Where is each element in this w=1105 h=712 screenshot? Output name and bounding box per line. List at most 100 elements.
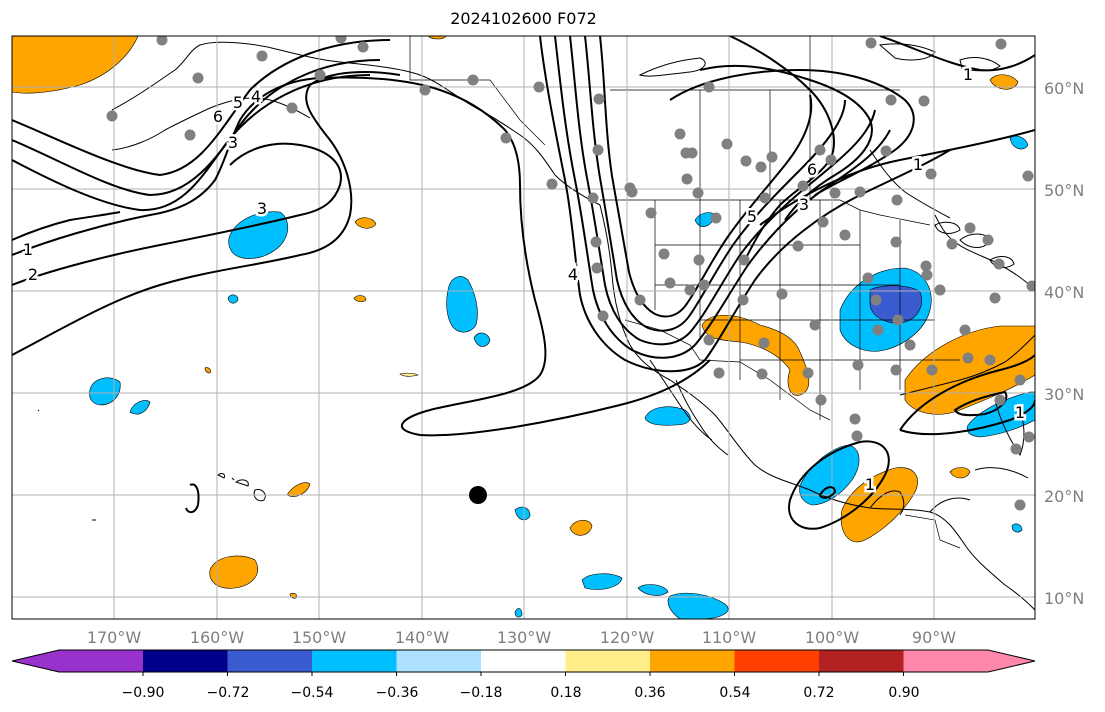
lon-label: 110°W xyxy=(702,628,757,647)
positive-anomaly-area xyxy=(399,372,419,377)
colorbar-outline xyxy=(11,649,1036,673)
longitude-labels: 170°W 160°W 150°W 140°W 130°W 120°W 110°… xyxy=(87,628,956,647)
station-markers xyxy=(106,36,1035,511)
station-dot xyxy=(156,36,168,46)
station-dot xyxy=(851,430,863,442)
colorbar-segment xyxy=(819,650,904,672)
colorbar-segment xyxy=(143,650,228,672)
contours xyxy=(12,36,1035,530)
station-dot xyxy=(692,187,704,199)
station-dot xyxy=(904,339,916,351)
station-dot xyxy=(1026,280,1035,292)
colorbar-extend-max xyxy=(988,650,1035,672)
contour-label: 3 xyxy=(228,133,238,152)
station-dot xyxy=(959,324,971,336)
map-title: 2024102600 F072 xyxy=(450,9,597,28)
colorbar-tick-label: 0.54 xyxy=(719,685,750,701)
station-dot xyxy=(756,368,768,380)
station-dot xyxy=(890,364,902,376)
station-dot xyxy=(885,94,897,106)
station-dot xyxy=(634,294,646,306)
station-dot xyxy=(721,138,733,150)
station-dot xyxy=(809,319,821,331)
contour-line xyxy=(818,486,837,499)
station-dot xyxy=(533,81,545,93)
contour-label: 1 xyxy=(1015,403,1025,422)
contour-label: 6 xyxy=(213,107,223,126)
station-dot xyxy=(597,310,609,322)
station-dot xyxy=(890,236,902,248)
lon-label: 140°W xyxy=(395,628,450,647)
contour-line xyxy=(899,354,1035,431)
negative-anomaly-area xyxy=(228,211,288,259)
colorbar-tick-label: 0.90 xyxy=(888,685,919,701)
station-dot xyxy=(797,180,809,192)
contour-label: 1 xyxy=(23,240,33,259)
station-dot xyxy=(814,144,826,156)
contour-label: 1 xyxy=(865,475,875,494)
colorbar-tick-label: −0.54 xyxy=(291,685,334,701)
negative-anomaly-area xyxy=(799,444,860,506)
lat-label: 50°N xyxy=(1044,181,1084,200)
contour-label: 5 xyxy=(233,93,243,112)
contour-line xyxy=(185,483,200,514)
station-dot xyxy=(664,277,676,289)
station-dot xyxy=(755,161,767,173)
station-dot xyxy=(984,354,996,366)
positive-anomaly-area xyxy=(569,519,593,536)
positive-anomaly-area xyxy=(12,36,139,94)
negative-anomaly-area xyxy=(667,592,729,619)
negative-anomaly-area xyxy=(89,377,121,406)
station-dot xyxy=(693,254,705,266)
station-dot xyxy=(989,292,1001,304)
station-dot xyxy=(184,129,196,141)
lon-label: 150°W xyxy=(292,628,347,647)
station-dot xyxy=(710,212,722,224)
colorbar-segment xyxy=(650,650,735,672)
anomaly-shading xyxy=(12,36,1035,619)
station-dot xyxy=(839,229,851,241)
center-marker xyxy=(469,486,487,504)
positive-anomaly-area xyxy=(353,295,367,303)
contour-label: 1 xyxy=(913,155,923,174)
contour-label: 1 xyxy=(963,65,973,84)
station-dot xyxy=(467,74,479,86)
station-dot xyxy=(684,284,696,296)
contour-line xyxy=(669,68,915,196)
contour-line xyxy=(12,211,121,241)
lon-label: 170°W xyxy=(87,628,142,647)
map-frame xyxy=(11,35,1036,620)
negative-anomaly-area xyxy=(869,285,922,324)
contour-label: 5 xyxy=(747,207,757,226)
station-dot xyxy=(314,69,326,81)
contour-line xyxy=(539,36,951,373)
station-dot xyxy=(740,155,752,167)
contour-line xyxy=(12,76,711,437)
positive-anomaly-area xyxy=(840,467,918,543)
positive-anomaly-area xyxy=(204,367,211,374)
station-dot xyxy=(357,41,369,53)
contour-label: 4 xyxy=(251,87,261,106)
lon-label: 120°W xyxy=(600,628,655,647)
station-dot xyxy=(925,168,937,180)
station-dot xyxy=(964,222,976,234)
negative-anomaly-area xyxy=(581,573,623,590)
positive-anomaly-area xyxy=(354,217,377,229)
negative-anomaly-area xyxy=(644,406,691,426)
station-dot xyxy=(681,173,693,185)
station-dot xyxy=(738,254,750,266)
station-dot xyxy=(703,334,715,346)
negative-anomaly-area xyxy=(129,400,151,415)
colorbar-tick-label: −0.72 xyxy=(207,685,250,701)
station-dot xyxy=(891,194,903,206)
lat-label: 60°N xyxy=(1044,79,1084,98)
station-dot xyxy=(995,38,1007,50)
station-dot xyxy=(703,81,715,93)
station-dot xyxy=(286,102,298,114)
station-dot xyxy=(106,110,118,122)
station-dot xyxy=(645,207,657,219)
lon-label: 100°W xyxy=(805,628,860,647)
station-dot xyxy=(776,288,788,300)
station-dot xyxy=(590,236,602,248)
station-dot xyxy=(825,154,837,166)
